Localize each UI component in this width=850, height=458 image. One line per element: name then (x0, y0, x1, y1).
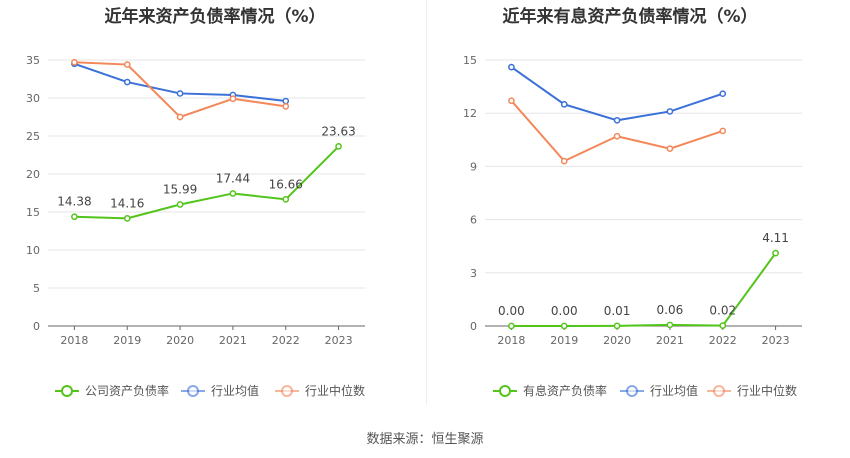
left-series-point-2 (123, 61, 131, 68)
left-legend-marker (281, 385, 293, 397)
right-series-point-2 (508, 97, 515, 105)
left-data-label: 16.66 (269, 177, 303, 191)
right-y-tick-label: 6 (470, 214, 477, 227)
left-chart-title: 近年来资产负债率情况（%） (104, 7, 326, 27)
left-y-tick-label: 25 (26, 130, 40, 143)
left-y-tick-label: 10 (26, 244, 40, 257)
right-series-point-0 (719, 322, 727, 329)
left-series-point-1 (176, 90, 184, 97)
right-series-line-2 (510, 100, 724, 163)
right-data-label: 0.06 (657, 303, 684, 317)
right-data-label: 0.01 (604, 304, 631, 318)
right-y-tick-label: 12 (463, 107, 477, 120)
left-legend-marker (61, 385, 73, 397)
left-series-point-0 (229, 190, 237, 197)
right-y-tick-label: 9 (470, 160, 477, 173)
right-series-line-0 (511, 252, 777, 327)
left-y-tick-label: 0 (33, 320, 40, 333)
left-series-point-2 (71, 58, 78, 66)
left-data-label: 14.16 (110, 196, 144, 210)
panel-divider (426, 0, 427, 405)
left-series-point-0 (176, 201, 184, 208)
right-data-label: 0.00 (551, 304, 578, 318)
right-series-point-0 (772, 249, 779, 257)
right-y-tick-label: 0 (470, 320, 477, 333)
right-y-tick-label: 3 (470, 267, 477, 280)
right-series-point-2 (613, 132, 621, 140)
right-data-label: 0.02 (709, 304, 736, 318)
left-x-tick-label: 2020 (166, 334, 194, 347)
right-x-tick-label: 2022 (709, 334, 737, 347)
left-series-point-0 (71, 213, 78, 221)
left-x-tick-label: 2019 (113, 334, 141, 347)
left-series-point-0 (282, 196, 290, 203)
right-series-point-2 (666, 145, 674, 153)
right-legend-marker (713, 385, 725, 397)
left-y-tick-label: 5 (33, 282, 40, 295)
right-series-point-2 (560, 157, 568, 165)
left-data-label: 23.63 (321, 124, 355, 138)
left-legend-label: 公司资产负债率 (85, 383, 169, 398)
right-series-line-1 (510, 66, 724, 122)
left-series-line-2 (74, 61, 286, 119)
left-data-label: 14.38 (57, 195, 91, 209)
right-legend-label: 有息资产负债率 (523, 383, 607, 398)
left-x-tick-label: 2021 (219, 334, 247, 347)
left-x-tick-label: 2018 (60, 334, 88, 347)
data-source-note: 数据来源：恒生聚源 (366, 432, 484, 447)
left-x-tick-label: 2022 (272, 334, 300, 347)
right-legend-label: 行业中位数 (737, 383, 797, 398)
left-series-point-2 (229, 95, 237, 103)
left-data-label: 17.44 (216, 171, 250, 185)
right-data-label: 4.11 (762, 231, 789, 245)
right-series-point-0 (613, 322, 621, 330)
right-series-point-1 (560, 100, 568, 108)
left-series-point-0 (335, 143, 342, 150)
left-y-tick-label: 35 (26, 54, 40, 67)
right-legend-marker (626, 385, 638, 397)
right-chart-title: 近年来有息资产负债率情况（%） (502, 7, 758, 27)
right-series-point-0 (508, 322, 515, 330)
right-legend-marker (499, 385, 511, 397)
right-x-tick-label: 2023 (762, 334, 790, 347)
right-x-tick-label: 2019 (550, 334, 578, 347)
left-y-tick-label: 30 (26, 92, 40, 105)
left-series-point-1 (123, 78, 131, 86)
left-series-point-0 (123, 215, 131, 222)
left-x-tick-label: 2023 (325, 334, 353, 347)
left-legend-marker (187, 385, 199, 397)
right-x-tick-label: 2018 (497, 334, 525, 347)
left-legend-label: 行业中位数 (305, 383, 365, 398)
left-series-point-2 (176, 113, 184, 121)
left-y-tick-label: 20 (26, 168, 40, 181)
left-y-tick-label: 15 (26, 206, 40, 219)
right-legend-label: 行业均值 (650, 383, 698, 398)
right-series-point-1 (508, 63, 515, 71)
right-series-point-0 (666, 321, 674, 329)
left-data-label: 15.99 (163, 182, 197, 196)
right-data-label: 0.00 (498, 304, 525, 318)
left-legend-label: 行业均值 (211, 383, 259, 398)
right-x-tick-label: 2021 (656, 334, 684, 347)
right-series-point-1 (666, 108, 674, 115)
right-series-point-1 (719, 90, 727, 98)
left-series-point-1 (282, 97, 290, 105)
right-y-tick-label: 15 (463, 54, 477, 67)
left-series-line-0 (74, 145, 340, 220)
right-series-point-1 (613, 116, 621, 124)
left-series-point-2 (282, 103, 290, 110)
right-series-point-2 (719, 127, 727, 135)
right-x-tick-label: 2020 (603, 334, 631, 347)
right-series-point-0 (560, 322, 568, 330)
